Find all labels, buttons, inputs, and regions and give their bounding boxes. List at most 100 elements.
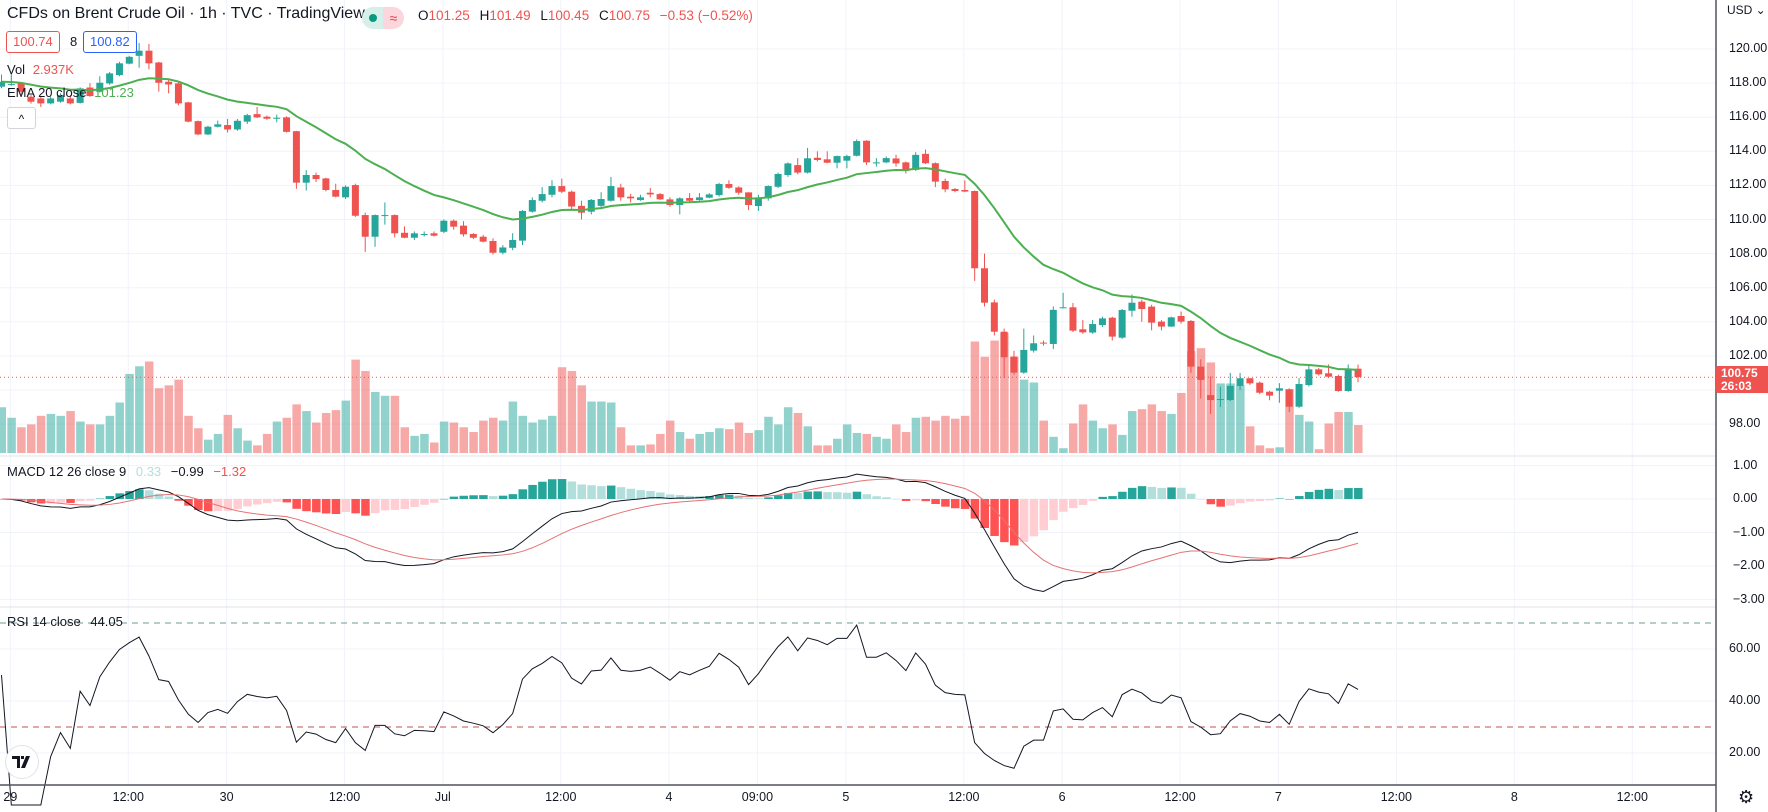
- time-axis-label: Jul: [434, 790, 451, 804]
- candle: [342, 185, 350, 200]
- macd-histogram-bar: [577, 484, 586, 499]
- volume-bar: [931, 420, 940, 453]
- macd-histogram-bar: [1098, 496, 1107, 499]
- volume-bar: [36, 415, 46, 453]
- candle-body: [617, 187, 625, 198]
- candle-body: [1226, 385, 1234, 401]
- volume-bar: [154, 388, 164, 453]
- time-axis-label: 12:00: [1616, 790, 1648, 804]
- macd-histogram-bar: [518, 489, 527, 499]
- volume-bar: [1118, 434, 1127, 453]
- candle-body: [1207, 395, 1215, 401]
- candle-body: [1334, 376, 1342, 392]
- volume-bar: [321, 412, 331, 453]
- macd-histogram-bar: [557, 479, 567, 499]
- candle-body: [1148, 306, 1156, 323]
- volume-bar: [1354, 425, 1363, 453]
- tradingview-logo[interactable]: [5, 745, 39, 779]
- volume-bar: [1147, 404, 1157, 453]
- candle-body: [1108, 317, 1116, 337]
- settings-gear-icon[interactable]: ⚙: [1738, 787, 1755, 807]
- open-label: O: [418, 8, 429, 23]
- macd-histogram-bar: [115, 493, 124, 499]
- volume-bar: [862, 433, 872, 453]
- candle-body: [568, 191, 576, 207]
- macd-histogram-bar: [459, 495, 469, 499]
- candle-body: [1187, 320, 1195, 367]
- candle-body: [1069, 307, 1077, 331]
- candle-body: [981, 268, 988, 303]
- candle-body: [302, 174, 310, 183]
- macd-histogram-bar: [764, 497, 773, 499]
- macd-histogram-bar: [1344, 488, 1353, 499]
- macd-histogram-bar: [656, 492, 665, 499]
- rsi-legend-label: RSI 14 close: [7, 614, 81, 629]
- ema-legend[interactable]: EMA 20 close 101.23: [7, 85, 134, 100]
- candle: [283, 116, 291, 133]
- time-axis-label: 7: [1274, 790, 1282, 804]
- currency-selector[interactable]: USD ⌄: [1727, 3, 1766, 17]
- volume-bar: [911, 417, 921, 453]
- candle: [646, 187, 654, 198]
- volume-bar: [1216, 383, 1225, 453]
- macd-histogram-bar: [1285, 499, 1294, 500]
- symbol-title[interactable]: CFDs on Brent Crude Oil · 1h · TVC · Tra…: [7, 5, 365, 22]
- volume-bar: [882, 438, 891, 453]
- macd-histogram-bar: [390, 499, 400, 510]
- volume-bar: [852, 432, 862, 453]
- volume-bars: [0, 332, 1363, 453]
- candle: [145, 43, 153, 70]
- volume-bar: [489, 417, 498, 453]
- candle-body: [1197, 366, 1205, 380]
- candle: [597, 192, 605, 210]
- candle: [273, 114, 281, 123]
- candle: [1118, 309, 1126, 339]
- candle: [715, 182, 723, 197]
- volume-bar: [1295, 414, 1304, 453]
- volume-bar: [302, 411, 311, 453]
- volume-bar: [1049, 436, 1058, 453]
- volume-legend[interactable]: Vol 2.937K: [7, 62, 74, 77]
- macd-histogram-bar: [636, 490, 645, 499]
- volume-bar: [567, 371, 577, 453]
- candle-body: [548, 186, 556, 195]
- candle: [450, 219, 458, 230]
- macd-histogram-bar: [341, 499, 351, 512]
- volume-bar: [1157, 411, 1166, 453]
- macd-histogram-bar: [1354, 487, 1363, 499]
- collapse-legend-button[interactable]: ^: [7, 107, 36, 129]
- candle-body: [1344, 369, 1352, 392]
- candle: [1069, 303, 1077, 333]
- low-label: L: [540, 8, 548, 23]
- macd-histogram-bar: [528, 484, 537, 499]
- candle: [401, 226, 409, 239]
- macd-histogram-bar: [823, 492, 832, 499]
- market-status-badge[interactable]: ≈: [362, 7, 404, 29]
- volume-bar: [665, 420, 675, 453]
- candle: [302, 170, 310, 191]
- macd-histogram-bar: [960, 499, 970, 509]
- macd-histogram-bar: [1068, 499, 1078, 509]
- macd-histogram-bar: [95, 498, 105, 500]
- rsi-legend[interactable]: RSI 14 close 44.05: [7, 614, 123, 629]
- candle: [194, 120, 202, 136]
- candle-body: [627, 196, 635, 199]
- macd-legend[interactable]: MACD 12 26 close 9 0.33 −0.99 −1.32: [7, 464, 246, 479]
- volume-bar: [125, 373, 134, 453]
- macd-histogram-bar: [774, 495, 783, 499]
- candle-body: [499, 247, 507, 253]
- buy-price-button[interactable]: 100.82: [83, 31, 137, 53]
- candle: [1177, 311, 1185, 324]
- macd-histogram-bar: [312, 499, 321, 513]
- candle-body: [1236, 378, 1244, 386]
- sell-price-button[interactable]: 100.74: [6, 31, 60, 53]
- macd-histogram-bar: [724, 494, 734, 499]
- macd-histogram-bar: [46, 499, 56, 504]
- price-axis-label: 118.00: [1729, 75, 1767, 90]
- macd-histogram-bar: [1177, 487, 1186, 499]
- bar-countdown: 26:03: [1721, 379, 1752, 393]
- macd-axis-label: −2.00: [1733, 558, 1765, 572]
- volume-bar: [1285, 389, 1294, 453]
- macd-histogram-bar: [66, 499, 75, 503]
